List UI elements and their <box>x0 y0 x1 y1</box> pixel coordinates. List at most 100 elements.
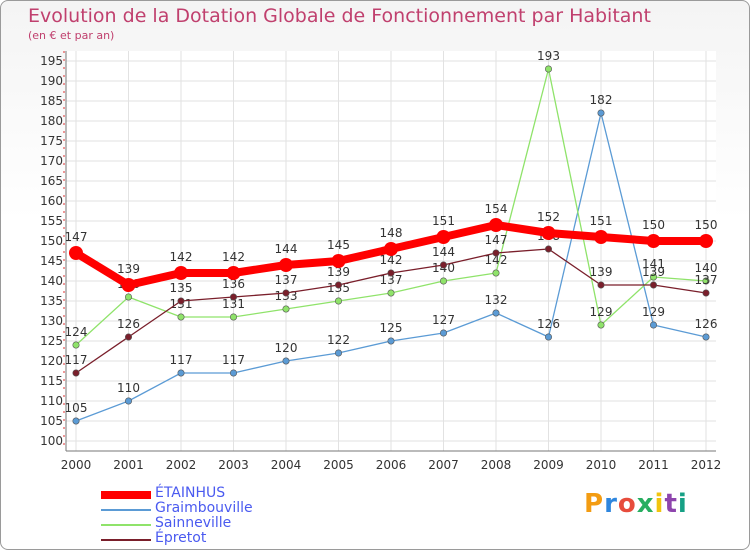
legend-label: ÉTAINHUS <box>155 485 226 501</box>
data-point-graimbouville <box>125 397 133 405</box>
data-label-sainneville: 131 <box>222 297 245 311</box>
y-tick-label: 120 <box>40 354 63 368</box>
chart-title: Evolution de la Dotation Globale de Fonc… <box>28 5 651 27</box>
data-label--tainhus: 142 <box>170 250 193 264</box>
data-label--pretot: 117 <box>65 353 88 367</box>
data-label-graimbouville: 132 <box>485 293 508 307</box>
data-label--tainhus: 148 <box>380 226 403 240</box>
data-label--pretot: 139 <box>590 265 613 279</box>
data-point--pretot <box>492 249 500 257</box>
data-point-sainneville <box>282 305 290 313</box>
x-tick-label: 2001 <box>113 458 144 472</box>
data-point--pretot <box>702 289 710 297</box>
data-label--tainhus: 154 <box>485 202 508 216</box>
y-tick-label: 165 <box>40 174 63 188</box>
legend-swatch <box>101 491 151 499</box>
data-point--pretot <box>387 269 395 277</box>
y-tick-label: 190 <box>40 74 63 88</box>
y-tick-label: 125 <box>40 334 63 348</box>
data-point--pretot <box>649 281 657 289</box>
data-label--tainhus: 152 <box>537 210 560 224</box>
data-point-graimbouville <box>72 417 80 425</box>
legend-swatch <box>101 539 151 541</box>
data-label-graimbouville: 127 <box>432 313 455 327</box>
data-label--pretot: 137 <box>275 273 298 287</box>
data-point--tainhus <box>279 258 293 272</box>
data-label--tainhus: 139 <box>117 262 140 276</box>
data-point--tainhus <box>331 254 346 268</box>
data-point-sainneville <box>702 277 710 285</box>
data-point-graimbouville <box>387 337 395 345</box>
x-tick-label: 2005 <box>323 458 354 472</box>
data-label-sainneville: 193 <box>537 49 560 63</box>
data-label--tainhus: 150 <box>642 218 665 232</box>
x-tick-label: 2006 <box>376 458 407 472</box>
data-label--pretot: 126 <box>117 317 140 331</box>
data-label--pretot: 139 <box>642 265 665 279</box>
legend-swatch <box>101 524 151 526</box>
data-label-sainneville: 137 <box>380 273 403 287</box>
data-label--tainhus: 151 <box>432 214 455 228</box>
data-point--tainhus <box>384 242 398 256</box>
data-label-graimbouville: 105 <box>65 401 88 415</box>
data-point-graimbouville <box>439 329 447 337</box>
proxiti-logo: Proxiti <box>584 489 688 519</box>
data-point-graimbouville <box>334 349 342 357</box>
data-label-graimbouville: 125 <box>380 321 403 335</box>
data-point--pretot <box>282 289 290 297</box>
x-tick-label: 2011 <box>638 458 669 472</box>
x-tick-label: 2012 <box>691 458 722 472</box>
legend-label: Sainneville <box>155 515 232 531</box>
chart-subtitle: (en € et par an) <box>28 29 115 42</box>
x-tick-label: 2002 <box>166 458 197 472</box>
y-tick-label: 135 <box>40 294 63 308</box>
data-label-graimbouville: 117 <box>222 353 245 367</box>
data-point-sainneville <box>177 313 185 321</box>
data-point--pretot <box>177 297 185 305</box>
data-label-sainneville: 141 <box>642 257 665 271</box>
y-tick-label: 175 <box>40 134 63 148</box>
data-point--pretot <box>597 281 605 289</box>
data-label-graimbouville: 110 <box>117 381 140 395</box>
data-label-graimbouville: 182 <box>590 93 613 107</box>
x-tick-label: 2009 <box>533 458 564 472</box>
data-point--tainhus <box>69 246 83 260</box>
data-label--pretot: 139 <box>327 265 350 279</box>
data-label-graimbouville: 129 <box>642 305 665 319</box>
data-label-sainneville: 129 <box>590 305 613 319</box>
x-tick-label: 2008 <box>481 458 512 472</box>
data-label-sainneville: 140 <box>695 261 718 275</box>
x-tick-label: 2003 <box>218 458 249 472</box>
data-label--tainhus: 151 <box>590 214 613 228</box>
data-label--pretot: 137 <box>695 273 718 287</box>
data-point-sainneville <box>649 273 657 281</box>
data-label-graimbouville: 126 <box>537 317 560 331</box>
data-point-graimbouville <box>597 109 605 117</box>
y-tick-label: 105 <box>40 414 63 428</box>
y-tick-label: 140 <box>40 274 63 288</box>
x-tick-label: 2010 <box>586 458 617 472</box>
data-point-graimbouville <box>177 369 185 377</box>
data-label-graimbouville: 126 <box>695 317 718 331</box>
data-label--pretot: 136 <box>222 277 245 291</box>
data-point--pretot <box>72 369 80 377</box>
legend-label: Graimbouville <box>155 500 253 516</box>
y-tick-label: 155 <box>40 214 63 228</box>
data-point--tainhus <box>121 278 136 292</box>
data-point-sainneville <box>597 321 605 329</box>
data-point-graimbouville <box>230 369 238 377</box>
y-tick-label: 150 <box>40 234 63 248</box>
data-point-sainneville <box>125 293 133 301</box>
data-label--tainhus: 147 <box>65 230 88 244</box>
data-point-sainneville <box>439 277 447 285</box>
data-point--pretot <box>230 293 238 301</box>
data-label--tainhus: 144 <box>275 242 298 256</box>
data-label--pretot: 142 <box>380 253 403 267</box>
y-tick-label: 145 <box>40 254 63 268</box>
x-tick-label: 2007 <box>428 458 459 472</box>
data-point-graimbouville <box>282 357 290 365</box>
data-point-sainneville <box>72 341 80 349</box>
data-point--pretot <box>125 333 133 341</box>
